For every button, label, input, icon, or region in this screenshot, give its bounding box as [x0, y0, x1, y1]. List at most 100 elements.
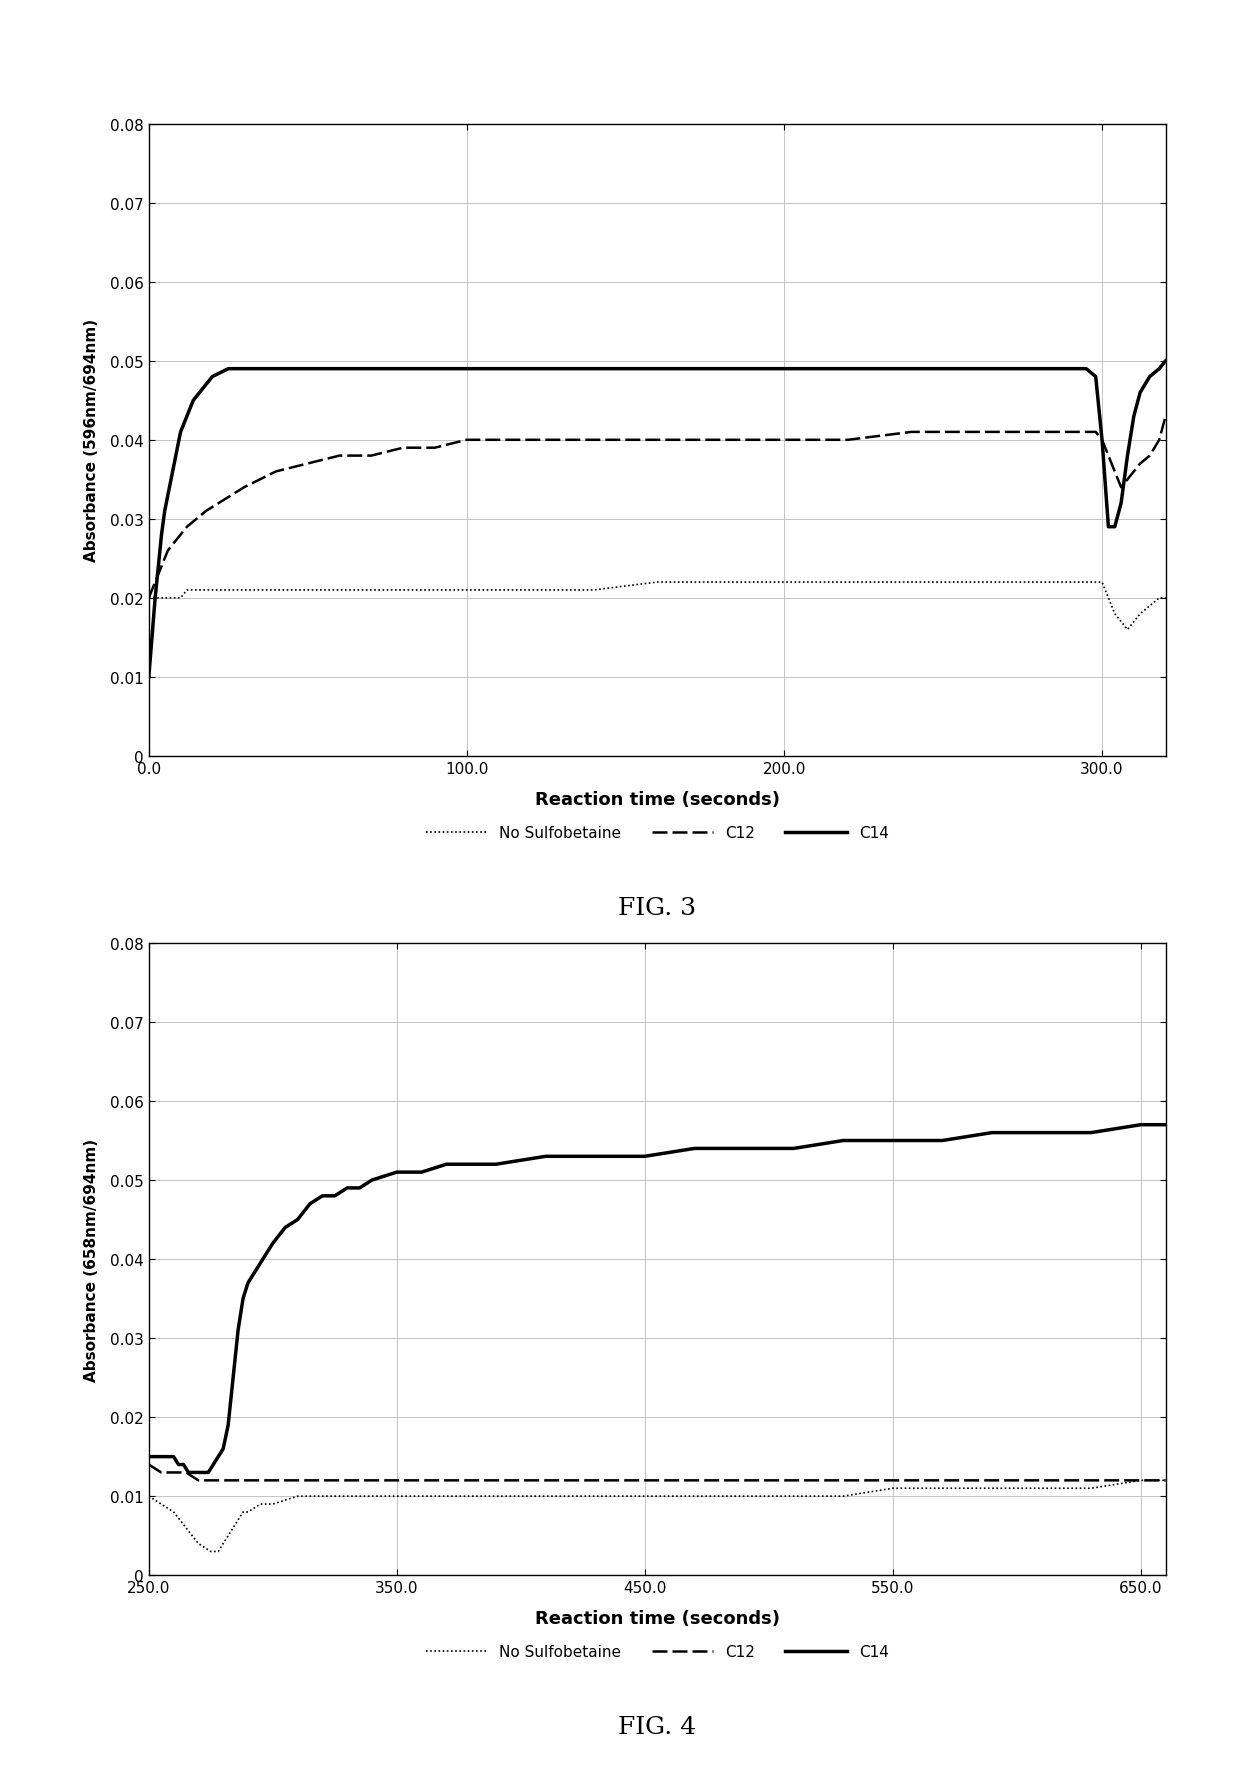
- No Sulfobetaine: [154, 587, 169, 609]
- C14: [841, 360, 856, 381]
- C14: [1158, 351, 1173, 372]
- C14: [164, 470, 179, 491]
- C12: [1095, 431, 1110, 452]
- No Sulfobetaine: [231, 1509, 246, 1531]
- C14: [396, 360, 410, 381]
- C12: [179, 1461, 193, 1483]
- No Sulfobetaine: [1133, 603, 1148, 625]
- C14: [1120, 445, 1135, 466]
- C12: [332, 445, 347, 466]
- C12: [885, 1470, 900, 1492]
- No Sulfobetaine: [1095, 571, 1110, 593]
- C12: [776, 431, 791, 452]
- C14: [1095, 431, 1110, 452]
- X-axis label: Reaction time (seconds): Reaction time (seconds): [534, 1609, 780, 1627]
- C12: [154, 1461, 169, 1483]
- C12: [253, 1470, 268, 1492]
- C12: [396, 438, 410, 459]
- C14: [1133, 1114, 1148, 1136]
- C14: [166, 454, 181, 475]
- C12: [1133, 454, 1148, 475]
- C12: [1034, 1470, 1049, 1492]
- Text: FIG. 3: FIG. 3: [618, 897, 697, 918]
- Line: No Sulfobetaine: No Sulfobetaine: [149, 1481, 1166, 1552]
- C12: [489, 1470, 503, 1492]
- No Sulfobetaine: [935, 1477, 950, 1499]
- C14: [1063, 360, 1078, 381]
- No Sulfobetaine: [166, 587, 181, 609]
- No Sulfobetaine: [587, 580, 601, 602]
- No Sulfobetaine: [1114, 612, 1128, 634]
- No Sulfobetaine: [904, 571, 919, 593]
- C12: [198, 500, 213, 522]
- No Sulfobetaine: [776, 571, 791, 593]
- C12: [166, 532, 181, 554]
- C14: [181, 1461, 196, 1483]
- No Sulfobetaine: [216, 1533, 231, 1554]
- C14: [205, 367, 219, 388]
- C12: [174, 525, 188, 546]
- C12: [841, 431, 856, 452]
- No Sulfobetaine: [1107, 603, 1122, 625]
- C12: [300, 454, 315, 475]
- No Sulfobetaine: [180, 580, 195, 602]
- No Sulfobetaine: [713, 571, 728, 593]
- C14: [253, 360, 268, 381]
- No Sulfobetaine: [160, 587, 175, 609]
- Line: C14: C14: [149, 361, 1166, 678]
- C14: [650, 360, 665, 381]
- Legend: No Sulfobetaine, C12, C14: No Sulfobetaine, C12, C14: [419, 819, 895, 847]
- No Sulfobetaine: [211, 1541, 226, 1563]
- No Sulfobetaine: [1063, 571, 1078, 593]
- C14: [1158, 1114, 1173, 1136]
- C14: [1142, 367, 1157, 388]
- C14: [186, 390, 201, 411]
- No Sulfobetaine: [179, 1517, 193, 1538]
- No Sulfobetaine: [226, 1517, 241, 1538]
- No Sulfobetaine: [1158, 1470, 1173, 1492]
- No Sulfobetaine: [538, 1486, 553, 1508]
- No Sulfobetaine: [1079, 571, 1094, 593]
- C12: [237, 477, 252, 498]
- No Sulfobetaine: [253, 580, 268, 602]
- C12: [985, 1470, 999, 1492]
- C12: [650, 431, 665, 452]
- C14: [587, 360, 601, 381]
- C12: [1089, 422, 1104, 443]
- C12: [1079, 422, 1094, 443]
- No Sulfobetaine: [1101, 587, 1116, 609]
- C14: [1114, 493, 1128, 514]
- C14: [237, 360, 252, 381]
- C12: [1142, 445, 1157, 466]
- Line: C14: C14: [149, 1125, 1166, 1472]
- C14: [141, 668, 156, 689]
- C12: [241, 1470, 255, 1492]
- No Sulfobetaine: [166, 1502, 181, 1524]
- C12: [1133, 1470, 1148, 1492]
- No Sulfobetaine: [439, 1486, 454, 1508]
- C12: [786, 1470, 801, 1492]
- C12: [428, 438, 443, 459]
- C12: [491, 431, 506, 452]
- C14: [145, 627, 160, 648]
- No Sulfobetaine: [1126, 612, 1141, 634]
- C14: [1107, 516, 1122, 538]
- C14: [180, 406, 195, 427]
- No Sulfobetaine: [154, 1493, 169, 1515]
- No Sulfobetaine: [967, 571, 982, 593]
- C12: [180, 516, 195, 538]
- C12: [439, 1470, 454, 1492]
- No Sulfobetaine: [192, 580, 207, 602]
- C12: [154, 555, 169, 577]
- C12: [141, 1454, 156, 1476]
- C14: [967, 360, 982, 381]
- C12: [588, 1470, 603, 1492]
- No Sulfobetaine: [315, 1486, 330, 1508]
- Line: C12: C12: [149, 417, 1166, 598]
- C12: [1101, 445, 1116, 466]
- C12: [1032, 422, 1047, 443]
- No Sulfobetaine: [265, 1493, 280, 1515]
- C12: [1126, 461, 1141, 482]
- C12: [268, 461, 283, 482]
- No Sulfobetaine: [332, 580, 347, 602]
